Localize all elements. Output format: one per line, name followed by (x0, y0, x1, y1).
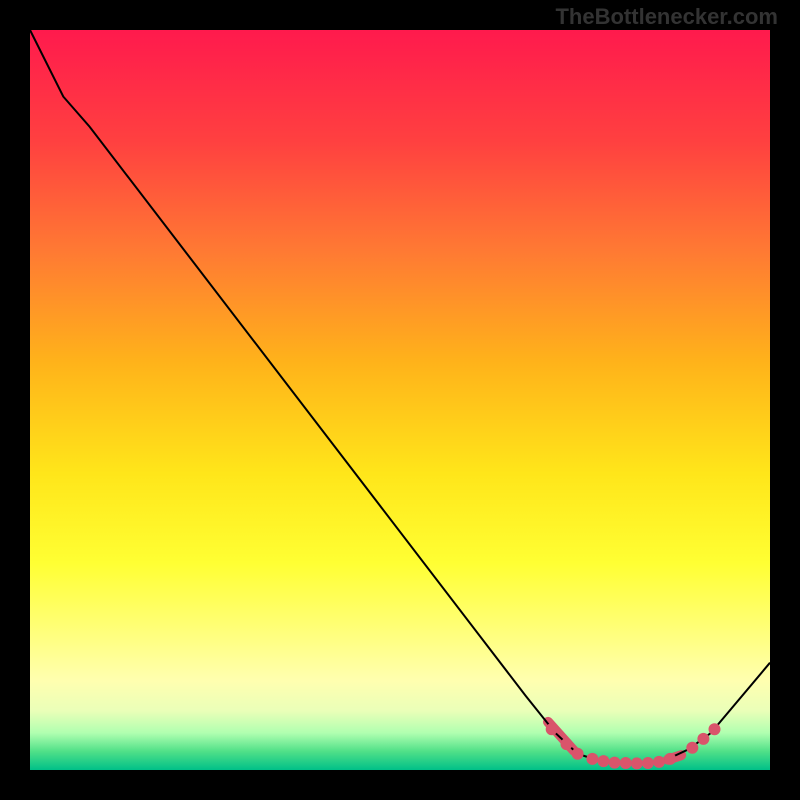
chart-container: TheBottlenecker.com (0, 0, 800, 800)
data-marker (631, 757, 643, 769)
data-marker (686, 742, 698, 754)
data-marker (598, 755, 610, 767)
data-marker (664, 753, 676, 765)
data-marker (572, 748, 584, 760)
data-marker (609, 757, 621, 769)
data-marker (653, 756, 665, 768)
data-marker (697, 733, 709, 745)
data-marker (620, 757, 632, 769)
data-marker (561, 738, 573, 750)
data-marker (709, 723, 721, 735)
data-marker (642, 757, 654, 769)
data-marker (546, 723, 558, 735)
bottleneck-chart (0, 0, 800, 800)
data-marker (586, 753, 598, 765)
plot-background (30, 30, 770, 770)
